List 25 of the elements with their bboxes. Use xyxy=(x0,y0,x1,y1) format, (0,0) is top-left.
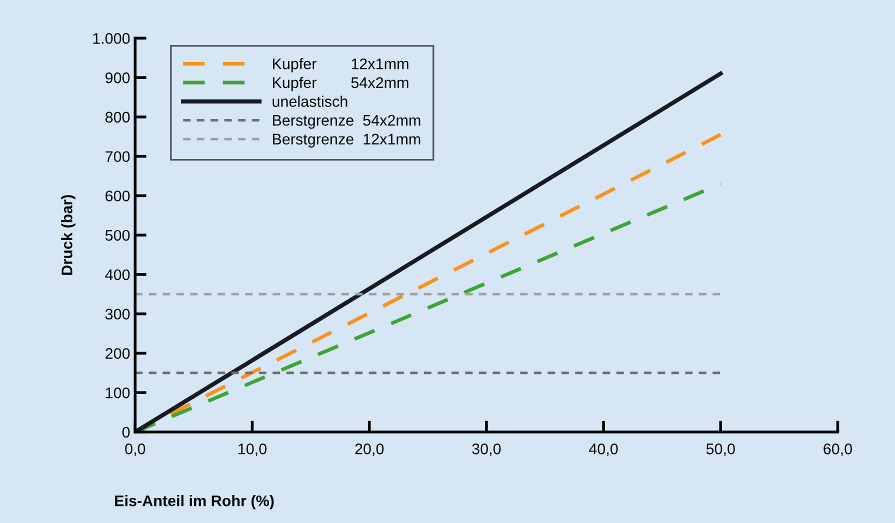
y-axis-title: Druck (bar) xyxy=(61,195,76,275)
legend-label: Berstgrenze 54x2mm xyxy=(272,114,420,129)
x-tick-label: 10,0 xyxy=(238,444,267,456)
y-tick-label: 100 xyxy=(106,387,130,398)
legend-label: Kupfer 54x2mm xyxy=(272,76,408,92)
y-tick-label: 400 xyxy=(105,269,130,280)
x-tick-label: 30,0 xyxy=(472,444,501,456)
y-tick-label: 0 xyxy=(122,426,130,438)
x-tick-label: 40,0 xyxy=(589,444,618,456)
legend-label: Kupfer 12x1mm xyxy=(272,58,408,72)
legend-label: Berstgrenze 12x1mm xyxy=(272,134,420,148)
y-tick-label: 600 xyxy=(106,190,130,202)
x-tick-label: 60,0 xyxy=(824,444,852,456)
y-tick-label: 700 xyxy=(106,151,130,162)
x-tick-label: 50,0 xyxy=(706,444,735,456)
y-tick-label: 1.000 xyxy=(93,33,130,44)
y-tick-label: 800 xyxy=(105,112,130,123)
x-tick-label: 20,0 xyxy=(355,444,384,456)
legend-label: unelastisch xyxy=(272,96,348,107)
y-tick-label: 200 xyxy=(106,348,130,359)
x-tick-label: 0,0 xyxy=(125,444,146,456)
y-tick-label: 500 xyxy=(105,230,130,241)
y-tick-label: 300 xyxy=(105,308,130,320)
y-tick-label: 900 xyxy=(106,72,130,84)
x-axis-title: Eis-Anteil im Rohr (%) xyxy=(115,495,274,510)
